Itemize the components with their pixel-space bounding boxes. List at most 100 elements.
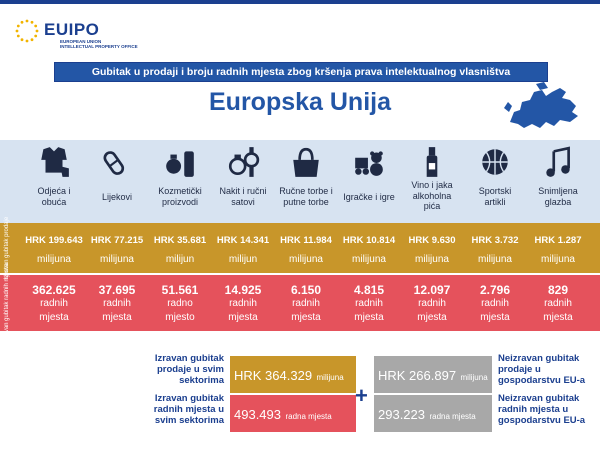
- sector-label: artikli: [484, 196, 506, 207]
- sector-jobs-value: 4.815: [353, 283, 385, 297]
- direct-jobs-total-label: Izravan gubitak radnih mjesta u svim sekto…: [153, 393, 224, 426]
- direct-sales-band: [0, 223, 600, 273]
- sector-sales-unit: milijuna: [478, 254, 512, 265]
- sector-jobs-unit: radnih: [103, 298, 131, 309]
- sector-category: Vino i jaka alkoholna pića: [401, 140, 463, 223]
- logo-text: EUIPO: [44, 20, 100, 39]
- toys-icon: [355, 151, 383, 176]
- wine-bottle-icon: [426, 147, 438, 177]
- basketball-icon: [482, 149, 508, 175]
- sector-label: Igračke i igre: [343, 192, 395, 202]
- sector-category: Odjeća i obuća: [23, 140, 85, 223]
- sector-jobs-value: 51.561: [161, 283, 199, 297]
- sector-jobs-value: 14.925: [224, 283, 262, 297]
- sector-label: putne torbe: [283, 196, 329, 207]
- sector-sales-value: HRK 14.341: [216, 235, 270, 246]
- sector-jobs-value: 37.695: [98, 283, 136, 297]
- logo-subtitle: INTELLECTUAL PROPERTY OFFICE: [60, 44, 138, 49]
- sector-sales-unit: milijuna: [100, 254, 134, 265]
- sector-label: obuća: [41, 196, 67, 207]
- top-accent-line: [0, 0, 600, 4]
- sector-label: Odjeća i: [37, 186, 71, 196]
- sector-sales-value: HRK 10.814: [342, 235, 396, 246]
- sector-jobs-value: 362.625: [32, 283, 76, 297]
- plus-sign: +: [355, 383, 368, 408]
- pill-icon: [103, 151, 125, 175]
- direct-jobs-total: 493.493 radna mjesta: [230, 395, 356, 432]
- sector-jobs-unit: mjesta: [228, 312, 258, 323]
- sector-sales-value: HRK 11.984: [280, 235, 332, 246]
- jewelry-icon: [228, 147, 260, 177]
- direct-sales-total-label: Izravan gubitak prodaje u svim sektorima: [154, 353, 224, 386]
- sector-label: satovi: [231, 196, 255, 207]
- direct-sales-total: HRK 364.329 milijuna: [230, 356, 356, 393]
- sector-label: Ručne torbe i: [279, 186, 333, 196]
- sector-jobs-unit: radnih: [544, 298, 572, 309]
- sector-jobs-value: 6.150: [290, 283, 322, 297]
- indirect-sales-total: HRK 266.897 milijuna: [374, 356, 492, 393]
- sector-jobs-unit: mjesta: [102, 312, 132, 323]
- sector-jobs-unit: radnih: [481, 298, 509, 309]
- sector-sales-unit: milijuna: [541, 254, 575, 265]
- sector-sales-unit: milijuna: [37, 254, 71, 265]
- sector-sales-value: HRK 199.643: [25, 235, 83, 246]
- sector-category: Snimljena glazba: [527, 140, 589, 223]
- sector-category: Lijekovi: [86, 140, 148, 223]
- sector-jobs-unit: mjesta: [354, 312, 384, 323]
- sector-label: pića: [423, 201, 441, 211]
- handbag-icon: [293, 147, 319, 177]
- sector-jobs-unit: radnih: [229, 298, 257, 309]
- sector-sales-unit: milijuna: [289, 254, 323, 265]
- sector-category: Nakit i ručni satovi: [212, 140, 274, 223]
- page-title: Europska Unija: [209, 88, 391, 116]
- sector-label: Kozmetički: [158, 186, 202, 196]
- sector-category: Igračke i igre: [338, 140, 400, 223]
- sector-sales-unit: milijun: [228, 254, 258, 265]
- banner-heading: Gubitak u prodaji i broju radnih mjesta …: [54, 62, 548, 82]
- sector-jobs-unit: radnih: [355, 298, 383, 309]
- sector-label: Snimljena: [538, 186, 578, 196]
- sector-label: alkoholna: [412, 190, 452, 201]
- sector-sales-value: HRK 77.215: [90, 235, 144, 246]
- sector-label: Vino i jaka: [411, 180, 453, 190]
- sector-jobs-unit: radnih: [292, 298, 320, 309]
- cosmetics-icon: [166, 151, 194, 177]
- sector-label: Nakit i ručni: [219, 186, 267, 196]
- clothing-icon: [41, 147, 69, 177]
- logo-subtitle: EUROPEAN UNION: [60, 39, 102, 44]
- sector-sales-value: HRK 35.681: [153, 235, 207, 246]
- sector-jobs-unit: mjesto: [165, 312, 195, 323]
- sector-sales-value: HRK 3.732: [471, 235, 519, 246]
- sector-label: glazba: [544, 196, 572, 207]
- sector-category: Sportski artikli: [464, 140, 526, 223]
- sector-jobs-unit: radno: [167, 298, 193, 309]
- sector-jobs-value: 829: [547, 283, 569, 297]
- sector-jobs-value: 2.796: [479, 283, 511, 297]
- sector-sales-unit: milijuna: [415, 254, 449, 265]
- indirect-jobs-total: 293.223 radna mjesta: [374, 395, 492, 432]
- direct-jobs-band: [0, 275, 600, 331]
- sector-jobs-unit: mjesta: [480, 312, 510, 323]
- sector-jobs-unit: radnih: [418, 298, 446, 309]
- eu-stars-logo-icon: [15, 19, 39, 43]
- sector-jobs-unit: mjesta: [39, 312, 69, 323]
- sector-sales-value: HRK 1.287: [534, 235, 582, 246]
- jobs-side-label: Izravan gubitak radnih mjesta: [3, 263, 10, 343]
- sector-jobs-unit: radnih: [40, 298, 68, 309]
- sector-sales-value: HRK 9.630: [408, 235, 456, 246]
- indirect-jobs-total-label: Neizravan gubitak radnih mjesta u gospodar…: [498, 393, 586, 426]
- eu-map-icon: [504, 82, 578, 128]
- sector-category: Kozmetički proizvodi: [149, 140, 211, 223]
- sector-category: Ručne torbe i putne torbe: [275, 140, 337, 223]
- sector-label: proizvodi: [161, 196, 199, 207]
- sector-sales-unit: milijun: [165, 254, 195, 265]
- music-note-icon: [546, 146, 570, 177]
- sector-jobs-unit: mjesta: [417, 312, 447, 323]
- indirect-sales-total-label: Neizravan gubitak prodaje u gospodarstvu E…: [498, 353, 586, 386]
- sector-jobs-value: 12.097: [413, 283, 451, 297]
- sector-jobs-unit: mjesta: [543, 312, 573, 323]
- sector-label: Lijekovi: [101, 192, 132, 202]
- sector-sales-unit: milijuna: [352, 254, 386, 265]
- sector-label: Sportski: [478, 186, 512, 196]
- sector-jobs-unit: mjesta: [291, 312, 321, 323]
